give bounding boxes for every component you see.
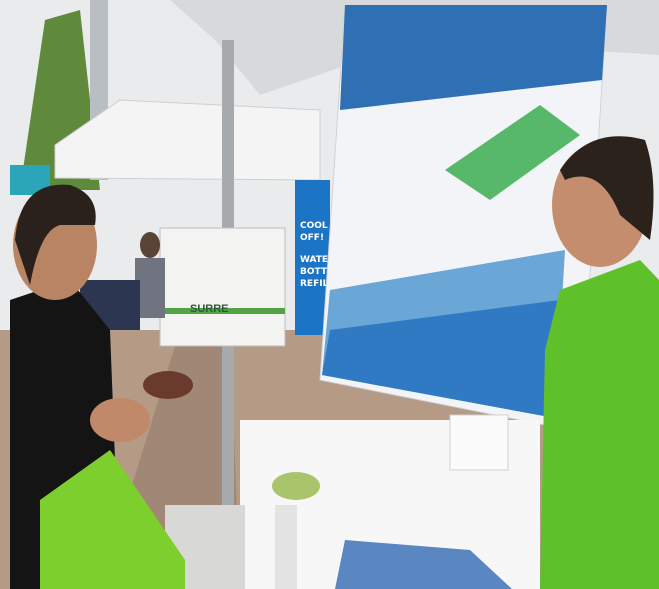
cart-stripe [160,308,285,314]
sign-line: WATE [300,255,328,265]
presenter-jacket [540,260,659,589]
presenter-hair [560,136,654,240]
bystander-head [140,232,160,258]
sign [295,180,330,335]
sign-line: COOL [300,221,328,231]
bowl [272,472,320,500]
bag [143,371,193,399]
sign-line: OFF! [300,233,324,243]
cart-label: SURRE [190,303,229,315]
sign-line: REFIL [300,279,329,289]
card-holder [449,414,509,471]
poster-map [445,105,580,200]
tent-back [54,99,321,181]
tote-bag [40,450,185,589]
visitor-hair [15,184,96,285]
sign-line: BOTTL [300,267,333,277]
paper-roll [275,505,297,589]
poster-header [340,5,607,110]
cart [159,227,286,347]
visitor-hands [90,398,150,442]
brochures [335,540,512,589]
poster-water [322,300,560,418]
